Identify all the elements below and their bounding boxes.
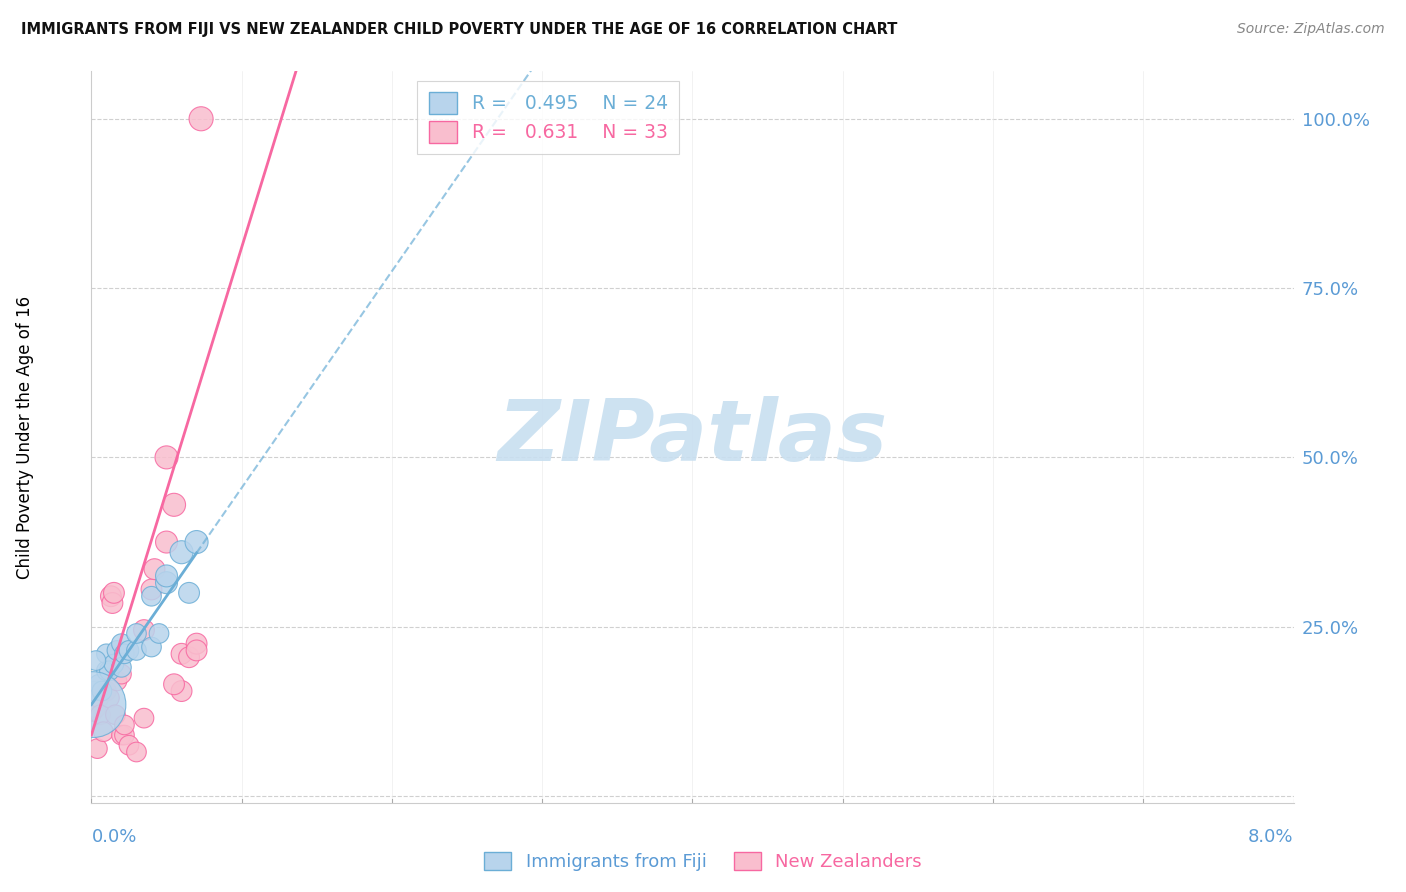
Point — [190, 112, 212, 126]
Point — [125, 626, 148, 640]
Legend: R =   0.495    N = 24, R =   0.631    N = 33: R = 0.495 N = 24, R = 0.631 N = 33 — [418, 81, 679, 154]
Point — [186, 535, 208, 549]
Point — [89, 707, 111, 722]
Point — [104, 707, 127, 722]
Text: 8.0%: 8.0% — [1249, 828, 1294, 846]
Point — [141, 582, 163, 597]
Point — [86, 741, 108, 756]
Point — [114, 718, 136, 732]
Point — [110, 667, 132, 681]
Point — [87, 690, 110, 705]
Point — [105, 643, 128, 657]
Text: Source: ZipAtlas.com: Source: ZipAtlas.com — [1237, 22, 1385, 37]
Point — [110, 637, 132, 651]
Point — [155, 569, 177, 583]
Point — [82, 705, 104, 719]
Text: ZIPatlas: ZIPatlas — [498, 395, 887, 479]
Point — [132, 623, 155, 637]
Point — [114, 647, 136, 661]
Point — [96, 664, 118, 678]
Point — [110, 728, 132, 742]
Point — [101, 596, 124, 610]
Point — [155, 450, 177, 465]
Point — [155, 575, 177, 590]
Point — [100, 589, 122, 603]
Point — [143, 562, 166, 576]
Point — [170, 545, 193, 559]
Legend: Immigrants from Fiji, New Zealanders: Immigrants from Fiji, New Zealanders — [477, 845, 929, 879]
Point — [177, 650, 200, 665]
Text: 0.0%: 0.0% — [91, 828, 136, 846]
Point — [163, 677, 186, 691]
Point — [84, 701, 107, 715]
Point — [93, 724, 115, 739]
Point — [118, 738, 141, 752]
Point — [103, 586, 125, 600]
Point — [125, 643, 148, 657]
Point — [155, 535, 177, 549]
Point — [186, 637, 208, 651]
Point — [105, 673, 128, 688]
Text: IMMIGRANTS FROM FIJI VS NEW ZEALANDER CHILD POVERTY UNDER THE AGE OF 16 CORRELAT: IMMIGRANTS FROM FIJI VS NEW ZEALANDER CH… — [21, 22, 897, 37]
Point — [110, 660, 132, 674]
Point — [186, 643, 208, 657]
Point — [118, 643, 141, 657]
Point — [83, 684, 105, 698]
Point — [141, 640, 163, 654]
Point — [90, 684, 112, 698]
Point — [170, 684, 193, 698]
Point — [148, 626, 170, 640]
Point — [98, 664, 121, 678]
Point — [132, 711, 155, 725]
Point — [114, 728, 136, 742]
Text: Child Poverty Under the Age of 16: Child Poverty Under the Age of 16 — [17, 295, 34, 579]
Point — [84, 654, 107, 668]
Point — [96, 647, 118, 661]
Point — [103, 657, 125, 671]
Point — [82, 698, 104, 712]
Point — [125, 745, 148, 759]
Point — [96, 684, 118, 698]
Point — [141, 589, 163, 603]
Point — [177, 586, 200, 600]
Point — [163, 498, 186, 512]
Point — [170, 647, 193, 661]
Point — [87, 677, 110, 691]
Point — [98, 690, 121, 705]
